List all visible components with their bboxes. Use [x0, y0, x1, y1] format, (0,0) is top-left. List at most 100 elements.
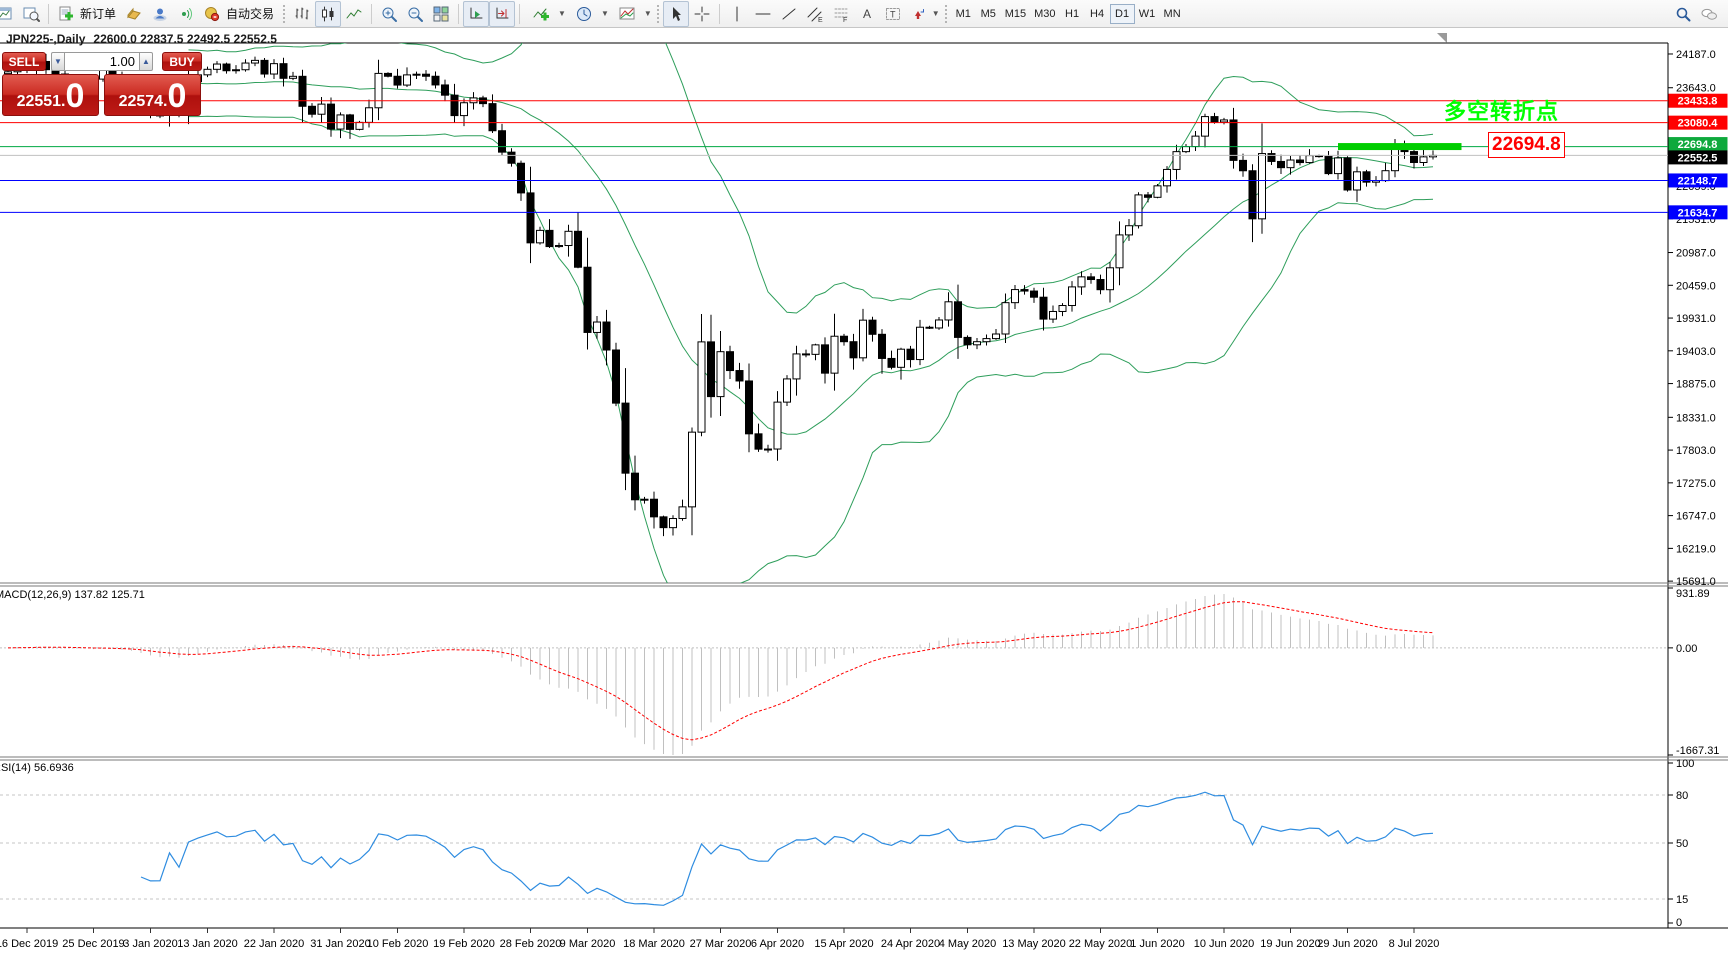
tf-m5-button[interactable]: M5	[980, 7, 996, 20]
tf-h1-button[interactable]: H1	[1065, 7, 1080, 20]
vertical-line-button[interactable]	[724, 1, 750, 27]
tf-m30-button[interactable]: M30	[1034, 7, 1056, 20]
volume-input[interactable]	[65, 52, 139, 71]
svg-text:T: T	[890, 9, 896, 19]
svg-text:16219.0: 16219.0	[1676, 543, 1716, 555]
svg-text:4 May 2020: 4 May 2020	[939, 938, 996, 950]
buy-price-main: 22574.	[118, 93, 168, 110]
svg-text:25 Dec 2019: 25 Dec 2019	[62, 938, 124, 950]
price-callout-label[interactable]: 22694.8	[1488, 132, 1565, 158]
svg-text:16 Dec 2019: 16 Dec 2019	[0, 938, 58, 950]
svg-text:E: E	[818, 17, 823, 23]
svg-text:A: A	[863, 7, 871, 21]
level-price-badge	[1668, 137, 1728, 152]
sell-price-button[interactable]: 22551. 0	[2, 74, 99, 116]
text-button[interactable]: A	[854, 1, 880, 27]
tile-windows-button[interactable]	[428, 1, 454, 27]
templates-button[interactable]	[610, 1, 644, 27]
line-chart-button[interactable]	[341, 1, 367, 27]
tf-mn-button[interactable]: MN	[1163, 7, 1181, 20]
auto-scroll-button[interactable]	[463, 0, 490, 27]
tf-w1-button[interactable]: W1	[1138, 7, 1156, 20]
zoom-in-button[interactable]	[376, 1, 402, 27]
svg-text:20459.0: 20459.0	[1676, 280, 1716, 292]
svg-text:10 Jun 2020: 10 Jun 2020	[1194, 938, 1255, 950]
search-button[interactable]	[1670, 1, 1696, 27]
buy-button[interactable]: BUY	[162, 52, 202, 71]
trendline-button[interactable]	[776, 1, 802, 27]
svg-text:15691.0: 15691.0	[1676, 576, 1716, 588]
indicators-dropdown-icon[interactable]: ▼	[558, 9, 566, 18]
macd-signal-line	[7, 601, 1434, 741]
macd-pane	[0, 594, 1668, 755]
bollinger-upper-band	[188, 43, 1434, 314]
ohlc-values: 22600.0 22837.5 22492.5 22552.5	[93, 32, 277, 46]
auto-trading-label[interactable]: 自动交易	[226, 7, 275, 21]
svg-text:24187.0: 24187.0	[1676, 49, 1716, 61]
volume-increase-button[interactable]: ▲	[139, 52, 153, 71]
periods-button[interactable]	[567, 1, 601, 27]
svg-text:22 Jan 2020: 22 Jan 2020	[244, 938, 305, 950]
price-scale[interactable]: 24187.023643.022059.021531.020987.020459…	[1668, 49, 1728, 929]
svg-text:9 Mar 2020: 9 Mar 2020	[560, 938, 616, 950]
cursor-button[interactable]	[662, 0, 689, 27]
symbol-period-label: JPN225-,Daily	[6, 32, 86, 46]
new-chart-button[interactable]	[0, 1, 18, 27]
svg-text:19931.0: 19931.0	[1676, 313, 1716, 325]
turning-point-annotation[interactable]: 多空转折点	[1444, 99, 1560, 124]
auto-trading-button[interactable]	[199, 1, 225, 27]
templates-dropdown-icon[interactable]: ▼	[643, 9, 652, 18]
level-price-badge	[1668, 93, 1728, 108]
arrows-dropdown-icon[interactable]: ▼	[931, 9, 940, 18]
chart-shift-marker	[1437, 33, 1447, 43]
horizontal-line-button[interactable]	[750, 1, 776, 27]
chart-shift-button[interactable]	[489, 0, 516, 27]
svg-text:18875.0: 18875.0	[1676, 379, 1716, 391]
svg-text:3 Jan 2020: 3 Jan 2020	[123, 938, 177, 950]
zoom-out-button[interactable]	[402, 1, 428, 27]
level-price-badge	[1668, 115, 1728, 130]
bar-chart-button[interactable]	[289, 1, 315, 27]
svg-text:21634.7: 21634.7	[1678, 207, 1718, 219]
svg-text:31 Jan 2020: 31 Jan 2020	[310, 938, 371, 950]
highlight-trend-segment[interactable]	[1338, 143, 1462, 151]
svg-text:22694.8: 22694.8	[1678, 139, 1718, 151]
tf-m15-button[interactable]: M15	[1004, 7, 1027, 20]
channel-button[interactable]: E	[802, 1, 828, 27]
toolbar-grip	[944, 4, 947, 23]
chat-button[interactable]	[1696, 1, 1722, 27]
market-book-button[interactable]	[121, 1, 147, 27]
buy-price-button[interactable]: 22574. 0	[104, 74, 201, 116]
crosshair-button[interactable]	[689, 1, 715, 27]
toolbar-separator	[519, 3, 521, 24]
svg-text:0: 0	[1676, 917, 1682, 929]
tf-m1-button[interactable]: M1	[955, 7, 971, 20]
new-order-label[interactable]: 新订单	[80, 7, 117, 21]
svg-text:18331.0: 18331.0	[1676, 412, 1716, 424]
community-button[interactable]	[147, 1, 173, 27]
toolbar-separator	[371, 3, 373, 24]
chart-title: JPN225-,Daily 22600.0 22837.5 22492.5 225…	[6, 32, 277, 46]
chart-lookup-button[interactable]	[18, 1, 44, 27]
svg-text:19 Feb 2020: 19 Feb 2020	[433, 938, 495, 950]
tf-d1-button[interactable]: D1	[1109, 3, 1135, 24]
tf-h4-button[interactable]: H4	[1090, 7, 1105, 20]
fibonacci-button[interactable]: F	[828, 1, 854, 27]
periods-dropdown-icon[interactable]: ▼	[600, 9, 609, 18]
sell-button[interactable]: SELL	[2, 52, 46, 71]
chart-canvas[interactable]: 24187.023643.022059.021531.020987.020459…	[0, 28, 1728, 954]
volume-decrease-button[interactable]: ▼	[51, 52, 65, 71]
new-order-button[interactable]	[53, 1, 79, 27]
signals-button[interactable]	[173, 1, 199, 27]
candlestick-chart-button[interactable]	[315, 0, 342, 27]
macd-histogram	[17, 594, 1434, 755]
svg-text:15 Apr 2020: 15 Apr 2020	[814, 938, 873, 950]
arrows-button[interactable]	[906, 1, 932, 27]
toolbar-separator	[48, 3, 49, 24]
svg-text:18 Mar 2020: 18 Mar 2020	[623, 938, 685, 950]
indicators-button[interactable]	[524, 1, 558, 27]
text-label-button[interactable]: T	[880, 1, 906, 27]
svg-text:0.00: 0.00	[1676, 643, 1697, 655]
